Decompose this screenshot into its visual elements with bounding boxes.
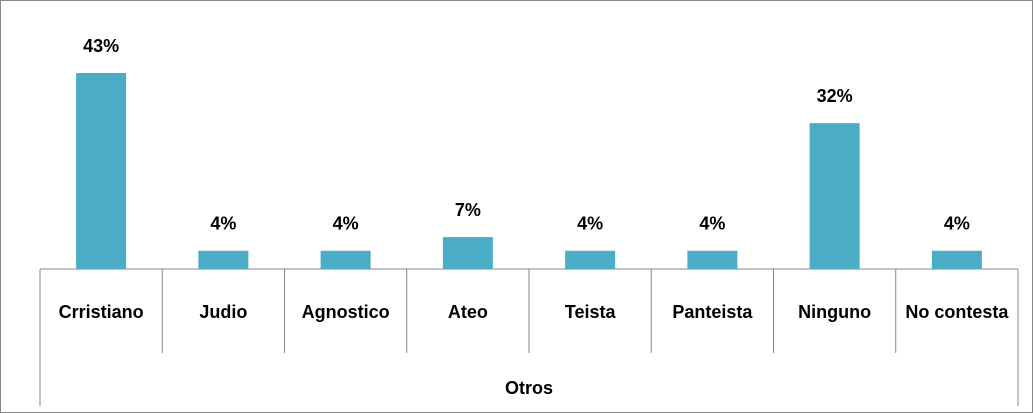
bar (198, 250, 249, 269)
data-label: 7% (455, 200, 481, 220)
x-tick-label: No contesta (905, 302, 1009, 322)
bar (565, 250, 616, 269)
bar (687, 250, 738, 269)
bar (76, 73, 127, 269)
data-label: 4% (210, 214, 236, 234)
x-tick-label: Judio (199, 302, 248, 322)
data-label: 4% (333, 214, 359, 234)
data-label: 43% (83, 36, 119, 56)
bar (442, 237, 493, 269)
x-tick-label: Agnostico (301, 302, 390, 322)
x-tick-label: Ateo (447, 302, 488, 322)
bar (809, 123, 860, 270)
data-label: 4% (699, 214, 725, 234)
x-tick-label: Panteista (672, 302, 753, 322)
data-label: 4% (577, 214, 603, 234)
x-tick-label: Teista (564, 302, 616, 322)
bar (931, 250, 982, 269)
x-tick-label: Crristiano (58, 302, 144, 322)
x-tick-label: Ninguno (798, 302, 872, 322)
bar (320, 250, 371, 269)
data-label: 4% (944, 214, 970, 234)
group-label: Otros (504, 378, 553, 398)
data-label: 32% (817, 86, 853, 106)
